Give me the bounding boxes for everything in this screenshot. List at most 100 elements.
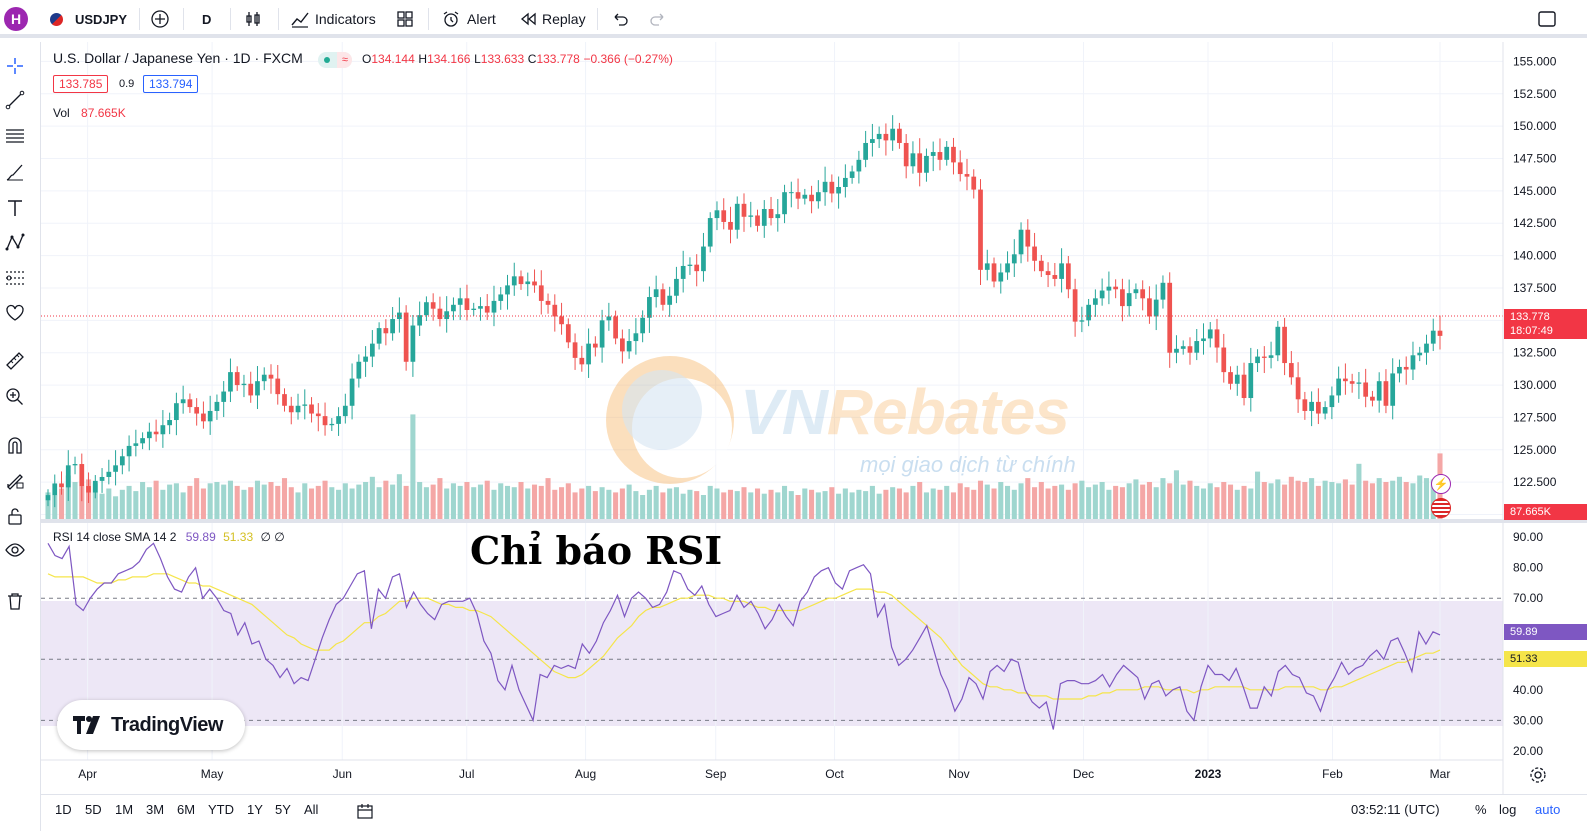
- candle-body: [1120, 289, 1125, 307]
- watermark-brand-b: Rebates: [826, 376, 1070, 448]
- candle-body: [1167, 282, 1173, 353]
- time-axis[interactable]: Apr May Jun Jul Aug Sep Oct Nov Dec 2023 Feb Mar: [78, 767, 1450, 781]
- fullscreen-button[interactable]: [1536, 0, 1558, 38]
- date-range-button[interactable]: [356, 797, 374, 825]
- range-button-1m[interactable]: 1M: [115, 801, 134, 817]
- volume-bar: [1288, 476, 1294, 521]
- volume-bar: [653, 485, 659, 521]
- sell-price-button[interactable]: 133.785: [53, 75, 109, 93]
- interval-button[interactable]: D: [202, 11, 212, 27]
- volume-bar: [1329, 482, 1335, 521]
- volume-bar: [856, 489, 862, 521]
- eye-icon[interactable]: [5, 540, 25, 560]
- fullscreen-icon: [1538, 11, 1556, 27]
- trash-icon[interactable]: [5, 591, 25, 611]
- volume-bar: [417, 482, 423, 521]
- volume-bars: [45, 414, 1443, 521]
- auto-toggle[interactable]: auto: [1535, 801, 1561, 817]
- range-button-3m[interactable]: 3M: [146, 801, 165, 817]
- volume-bar: [883, 489, 889, 521]
- range-button-5d[interactable]: 5D: [85, 801, 102, 817]
- symbol-search[interactable]: USDJPY: [50, 0, 127, 38]
- brush-icon[interactable]: [5, 162, 25, 182]
- time-tick-label: Jun: [333, 767, 352, 781]
- text-icon[interactable]: [5, 198, 25, 218]
- candle-body: [1079, 320, 1085, 322]
- indicators-label: Indicators: [315, 11, 376, 27]
- drawing-toolbar: [0, 42, 41, 831]
- clock-timezone[interactable]: 03:52:11 (UTC): [1351, 801, 1440, 817]
- user-avatar[interactable]: H: [4, 7, 28, 31]
- tradingview-logo-icon: [73, 716, 100, 734]
- candle-body: [653, 289, 659, 298]
- us-flag-event-icon[interactable]: [1431, 498, 1451, 518]
- pattern-icon[interactable]: [5, 232, 25, 252]
- volume-bar: [1403, 482, 1409, 521]
- volume-bar: [1005, 485, 1011, 521]
- range-button-all[interactable]: All: [304, 801, 319, 817]
- volume-bar: [1153, 487, 1159, 521]
- candle-body: [809, 194, 814, 202]
- draw-lock-icon[interactable]: [5, 470, 25, 490]
- alert-button[interactable]: Alert: [441, 0, 496, 38]
- candle-body: [647, 297, 652, 318]
- volume-bar: [782, 485, 788, 521]
- top-toolbar: H USDJPY D Indicators Alert Replay: [0, 0, 1587, 38]
- range-button-5y[interactable]: 5Y: [275, 801, 291, 817]
- zoom-in-icon[interactable]: [5, 387, 25, 407]
- candle-body: [1376, 381, 1382, 401]
- magnet-icon[interactable]: [5, 435, 25, 455]
- candle-body: [349, 378, 355, 406]
- rsi-indicator-name[interactable]: RSI 14 close SMA 14 2: [53, 530, 177, 544]
- ruler-icon[interactable]: [5, 351, 25, 371]
- volume-bar: [498, 483, 504, 521]
- log-toggle[interactable]: log: [1499, 801, 1517, 817]
- volume-bar: [92, 483, 98, 521]
- gear-icon[interactable]: [1528, 765, 1548, 785]
- volume-bar: [640, 495, 646, 521]
- candle-body: [1268, 355, 1274, 358]
- symbol-description[interactable]: U.S. Dollar / Japanese Yen · 1D · FXCM: [53, 50, 303, 66]
- volume-bar: [1423, 478, 1430, 521]
- volume-bar: [579, 488, 585, 521]
- volume-legend: Vol 87.665K: [53, 106, 126, 120]
- volume-bar: [227, 480, 233, 521]
- horizontal-lines-icon[interactable]: [5, 125, 25, 145]
- range-button-1y[interactable]: 1Y: [247, 801, 263, 817]
- undo-button[interactable]: [610, 0, 630, 38]
- volume-bar: [721, 492, 727, 521]
- volume-bar: [964, 487, 970, 521]
- buy-price-button[interactable]: 133.794: [143, 75, 199, 93]
- range-button-1d[interactable]: 1D: [55, 801, 72, 817]
- range-button-ytd[interactable]: YTD: [208, 801, 234, 817]
- volume-bar: [586, 485, 592, 521]
- indicators-button[interactable]: Indicators: [290, 0, 376, 38]
- candle-body: [741, 203, 747, 217]
- candle-body: [613, 316, 618, 339]
- change-value: −0.366 (−0.27%): [583, 52, 673, 66]
- chart-style-button[interactable]: [243, 0, 263, 38]
- prediction-icon[interactable]: [5, 268, 25, 288]
- candle-body: [424, 302, 429, 316]
- candle-body: [1059, 263, 1064, 279]
- candle-body: [1322, 407, 1328, 414]
- price-axis[interactable]: 155.000 152.500 150.000 147.500 145.000 142.5…: [1513, 54, 1557, 521]
- trend-line-icon[interactable]: [5, 90, 25, 110]
- volume-bar: [1052, 485, 1058, 521]
- templates-button[interactable]: [395, 0, 415, 38]
- heart-icon[interactable]: [5, 303, 25, 323]
- candlesticks[interactable]: [45, 115, 1443, 508]
- crosshair-icon[interactable]: [5, 56, 25, 76]
- redo-button[interactable]: [648, 0, 668, 38]
- price-tick-label: 155.000: [1513, 54, 1557, 68]
- tradingview-logo[interactable]: TradingView: [57, 700, 245, 750]
- compare-button[interactable]: [150, 0, 170, 38]
- volume-bar: [410, 414, 416, 521]
- replay-button[interactable]: Replay: [518, 0, 586, 38]
- lightning-event-icon[interactable]: ⚡: [1431, 474, 1451, 494]
- percent-toggle[interactable]: %: [1475, 801, 1487, 817]
- range-button-6m[interactable]: 6M: [177, 801, 196, 817]
- lock-icon[interactable]: [5, 506, 25, 526]
